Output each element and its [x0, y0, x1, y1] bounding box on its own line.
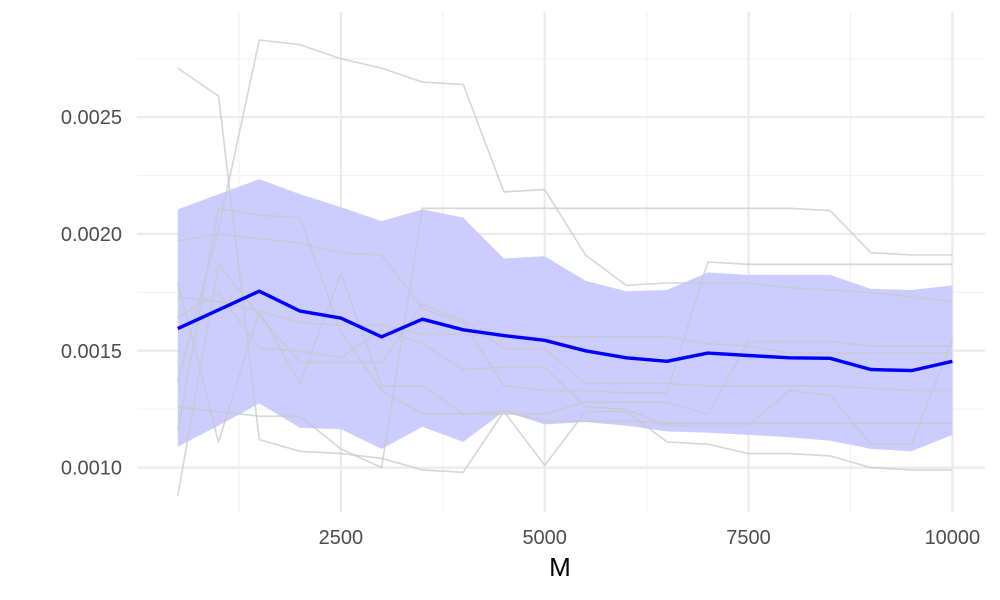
mean-line [177, 289, 953, 373]
x-tick-label: 5000 [522, 527, 567, 549]
series-line-9 [177, 291, 954, 446]
x-axis-tick-labels: 2500 5000 7500 10000 [319, 527, 981, 549]
x-tick-label: 10000 [925, 527, 981, 549]
series-line-7 [177, 296, 953, 354]
y-tick-label: 0.0010 [61, 458, 122, 480]
x-axis-title: M [549, 552, 571, 582]
x-tick-label: 7500 [726, 527, 771, 549]
y-tick-label: 0.0015 [61, 341, 122, 363]
y-tick-label: 0.0020 [61, 224, 122, 246]
series-line-6 [177, 272, 953, 443]
y-axis-tick-labels: 0.0010 0.0015 0.0020 0.0025 [61, 107, 122, 479]
confidence-band [177, 179, 953, 452]
series-lines [177, 39, 954, 496]
series-line-4 [177, 207, 953, 469]
x-tick-label: 2500 [319, 527, 364, 549]
series-line-8 [177, 207, 953, 431]
series-line-5 [177, 233, 953, 394]
series-line-1 [177, 67, 953, 474]
series-line-2 [177, 263, 953, 496]
confidence-band-area [177, 179, 953, 452]
mean-line-group [177, 289, 953, 373]
series-line-3 [177, 39, 953, 382]
y-tick-label: 0.0025 [61, 107, 122, 129]
